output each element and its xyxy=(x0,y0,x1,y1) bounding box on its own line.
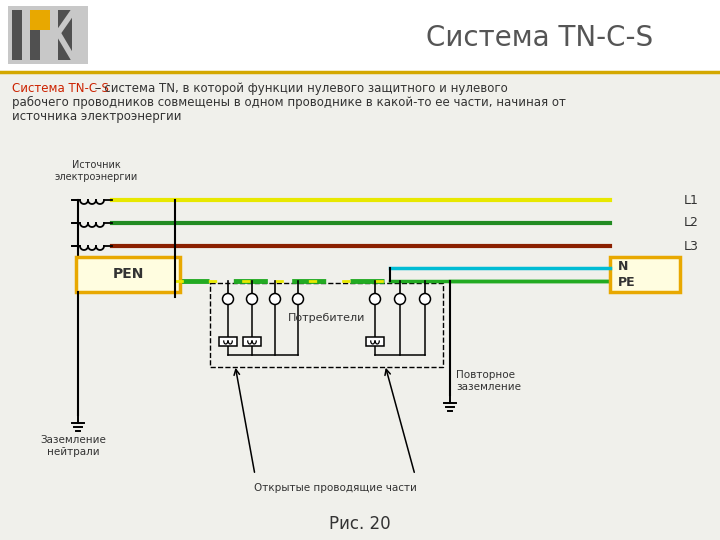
Text: PEN: PEN xyxy=(112,267,144,281)
Text: Рис. 20: Рис. 20 xyxy=(329,515,391,533)
Text: L1: L1 xyxy=(684,193,699,206)
Bar xyxy=(58,10,72,60)
Circle shape xyxy=(246,294,258,305)
Text: L3: L3 xyxy=(684,240,699,253)
Bar xyxy=(76,257,180,292)
Text: Система TN-C-S: Система TN-C-S xyxy=(12,82,109,95)
Circle shape xyxy=(395,294,405,305)
Circle shape xyxy=(369,294,380,305)
Bar xyxy=(0,0,720,72)
Text: Источник
электроэнергии: Источник электроэнергии xyxy=(55,160,138,181)
Bar xyxy=(219,336,237,346)
Bar xyxy=(30,10,40,60)
Text: источника электроэнергии: источника электроэнергии xyxy=(12,110,181,123)
Bar xyxy=(610,257,680,292)
Circle shape xyxy=(420,294,431,305)
Text: рабочего проводников совмещены в одном проводнике в какой-то ее части, начиная о: рабочего проводников совмещены в одном п… xyxy=(12,96,566,109)
Circle shape xyxy=(269,294,281,305)
Bar xyxy=(210,283,443,367)
Bar xyxy=(12,10,22,60)
Text: Заземление
нейтрали: Заземление нейтрали xyxy=(40,435,106,457)
Text: Повторное
заземление: Повторное заземление xyxy=(456,370,521,392)
Circle shape xyxy=(222,294,233,305)
Bar xyxy=(243,336,261,346)
Circle shape xyxy=(292,294,304,305)
Text: – система TN, в которой функции нулевого защитного и нулевого: – система TN, в которой функции нулевого… xyxy=(91,82,508,95)
Bar xyxy=(366,336,384,346)
Bar xyxy=(30,10,50,30)
Text: L2: L2 xyxy=(684,217,699,230)
Text: PE: PE xyxy=(618,275,636,288)
Text: Система TN-C-S: Система TN-C-S xyxy=(426,24,654,52)
Text: Потребители: Потребители xyxy=(288,313,365,323)
Text: N: N xyxy=(618,260,629,273)
Bar xyxy=(8,6,88,64)
Text: Открытые проводящие части: Открытые проводящие части xyxy=(253,483,416,493)
